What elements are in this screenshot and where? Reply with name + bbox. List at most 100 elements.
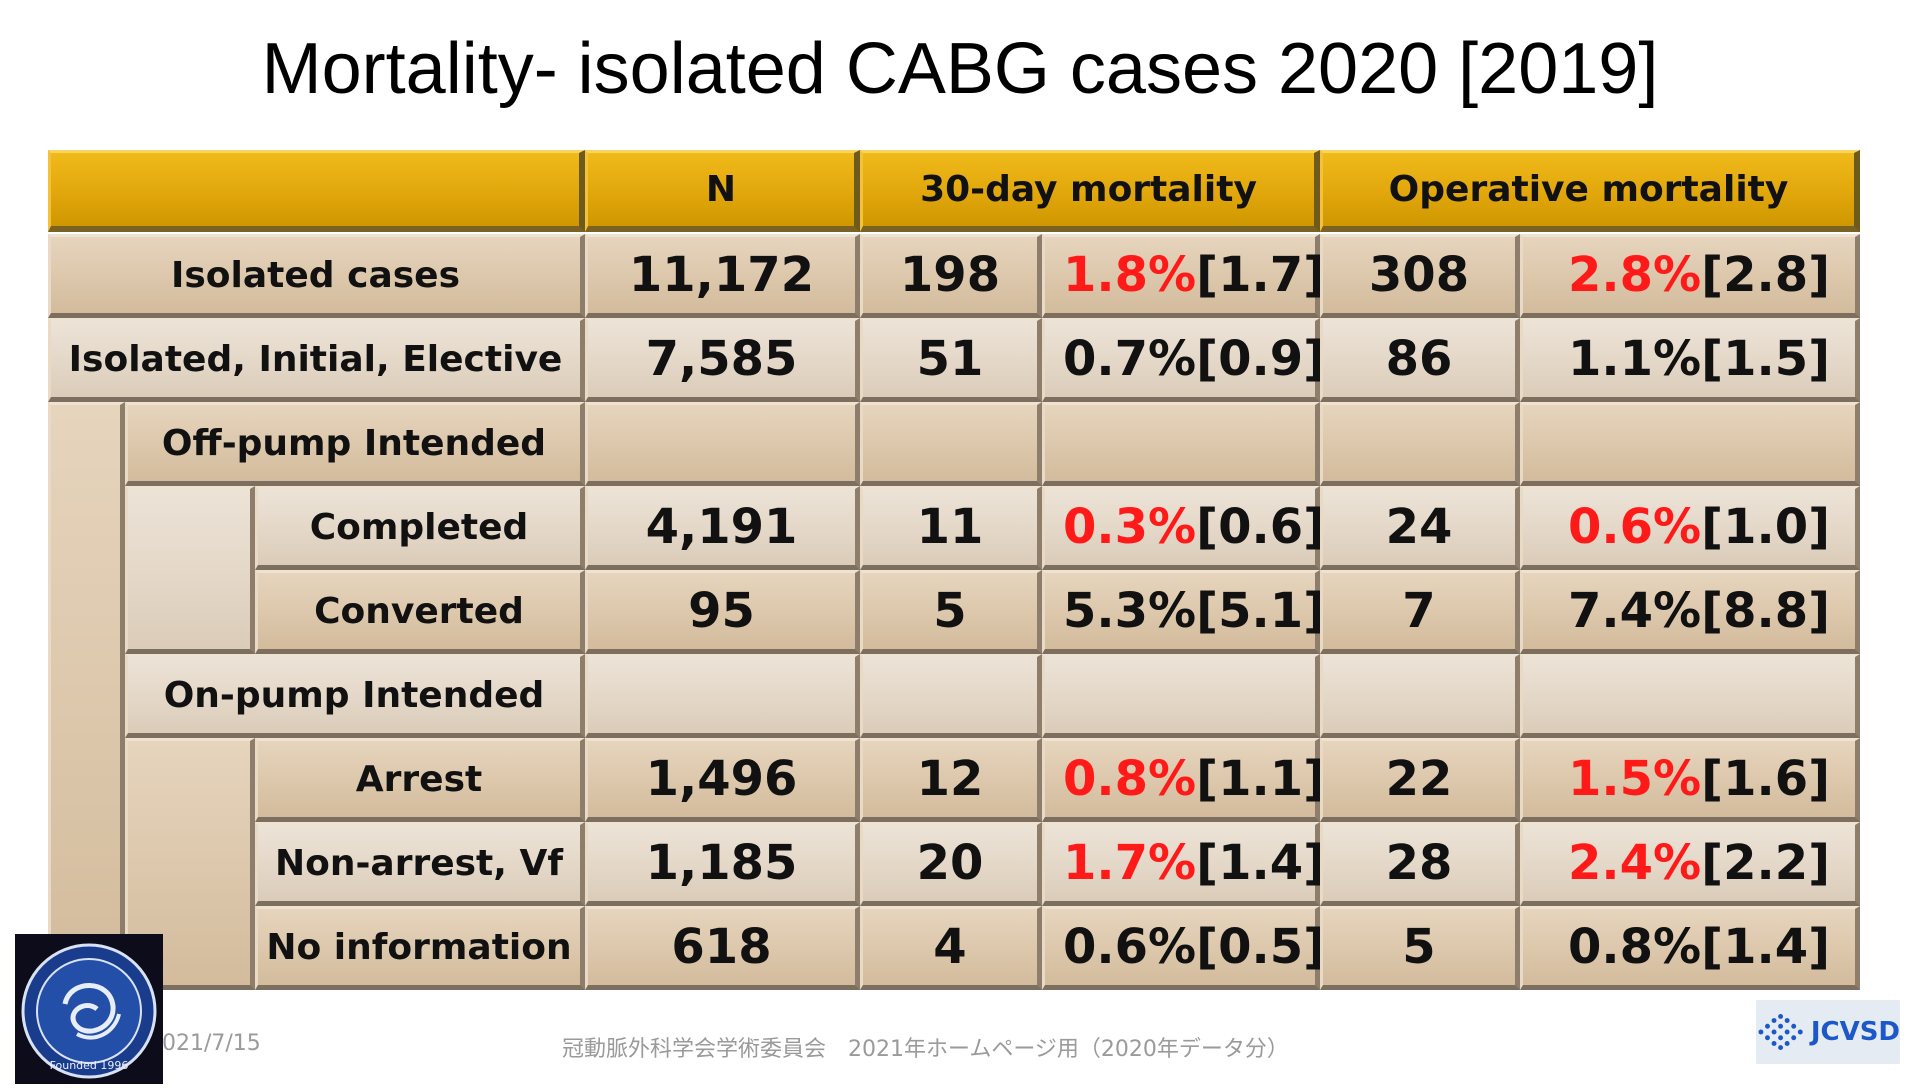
deaths-operative: [1320, 654, 1520, 738]
cell-text: [1.1]: [1196, 751, 1326, 807]
n-value: 7,585: [585, 318, 860, 402]
cell-text: [8.8]: [1701, 583, 1831, 639]
cell-text: 1,496: [645, 751, 798, 807]
cell-text: 11,172: [628, 247, 815, 303]
rate-operative: 2.8% [2.8]: [1520, 234, 1860, 318]
deaths-operative: 24: [1320, 486, 1520, 570]
cell-text: Non-arrest, Vf: [274, 842, 564, 884]
cell-text: No information: [266, 926, 572, 968]
cell-text: 2.4%: [1568, 835, 1702, 891]
cell-text: 1.7%: [1063, 835, 1197, 891]
row-label: Isolated, Initial, Elective: [48, 318, 585, 402]
deaths-30day: [860, 402, 1042, 486]
deaths-30day: 5: [860, 570, 1042, 654]
cell-text: 11: [916, 499, 984, 555]
deaths-operative: 22: [1320, 738, 1520, 822]
cell-text: [2.8]: [1701, 247, 1831, 303]
row-label: Off-pump Intended: [125, 402, 585, 486]
row-label: Converted: [255, 570, 585, 654]
rate-30day: 0.7% [0.9]: [1042, 318, 1325, 402]
cell-text: 618: [671, 919, 772, 975]
cell-text: 2.8%: [1568, 247, 1702, 303]
rate-operative: 0.6% [1.0]: [1520, 486, 1860, 570]
cell-text: Operative mortality: [1388, 169, 1789, 210]
cell-text: 5: [1402, 919, 1436, 975]
deaths-operative: 5: [1320, 906, 1520, 990]
header-n: N: [585, 150, 860, 232]
row-label: Non-arrest, Vf: [255, 822, 585, 906]
cell-text: [1.6]: [1701, 751, 1831, 807]
cell-text: 51: [916, 331, 984, 387]
cell-text: 4,191: [645, 499, 798, 555]
deaths-operative: [1320, 402, 1520, 486]
cell-text: 4: [933, 919, 967, 975]
header-blank-cell: [48, 150, 585, 232]
n-value: 1,496: [585, 738, 860, 822]
deaths-operative: 86: [1320, 318, 1520, 402]
rate-30day: [1042, 654, 1320, 738]
cell-text: 0.8%: [1063, 751, 1197, 807]
cell-text: 1.8%: [1063, 247, 1197, 303]
rate-operative: 1.5% [1.6]: [1520, 738, 1860, 822]
rate-30day: [1042, 402, 1320, 486]
cell-text: 5: [933, 583, 967, 639]
cell-text: [0.6]: [1196, 499, 1326, 555]
row-label: No information: [255, 906, 585, 990]
cell-text: 5.3%: [1063, 583, 1197, 639]
cell-text: 24: [1385, 499, 1453, 555]
cell-text: 7,585: [645, 331, 798, 387]
n-value: 95: [585, 570, 860, 654]
cell-text: 95: [688, 583, 755, 639]
deaths-operative: 308: [1320, 234, 1520, 318]
row-label: Isolated cases: [48, 234, 585, 318]
rate-operative: 2.4% [2.2]: [1520, 822, 1860, 906]
svg-text:Founded 1996: Founded 1996: [50, 1059, 129, 1072]
cell-text: 20: [916, 835, 984, 891]
rate-operative: 0.8% [1.4]: [1520, 906, 1860, 990]
cell-text: N: [705, 169, 737, 210]
cell-text: [1.0]: [1701, 499, 1831, 555]
header-operative-mortality: Operative mortality: [1320, 150, 1860, 232]
footer-caption: 冠動脈外科学会学術委員会 2021年ホームページ用（2020年データ分）: [562, 1037, 1289, 1062]
cell-text: 7.4%: [1568, 583, 1702, 639]
cell-text: 1.1%: [1568, 331, 1702, 387]
cell-text: Arrest: [355, 758, 483, 800]
jcvsd-dots-icon: [1758, 1013, 1803, 1051]
indent-spacer-level1: [48, 402, 125, 990]
n-value: 4,191: [585, 486, 860, 570]
deaths-30day: 198: [860, 234, 1042, 318]
cell-text: [2.2]: [1701, 835, 1831, 891]
row-label: On-pump Intended: [125, 654, 585, 738]
cell-text: 0.3%: [1063, 499, 1197, 555]
cell-text: 198: [899, 247, 1001, 303]
cell-text: [1.4]: [1196, 835, 1326, 891]
rate-30day: 1.8% [1.7]: [1042, 234, 1325, 318]
deaths-operative: 28: [1320, 822, 1520, 906]
cell-text: 28: [1385, 835, 1453, 891]
cell-text: 1,185: [645, 835, 798, 891]
footer-date: 2021/7/15: [148, 1031, 261, 1056]
jcvsd-logo: JCVSD: [1756, 1000, 1900, 1064]
cell-text: [1.7]: [1196, 247, 1326, 303]
cell-text: Isolated cases: [170, 254, 461, 296]
deaths-30day: 4: [860, 906, 1042, 990]
cell-text: 7: [1402, 583, 1436, 639]
cell-text: [1.4]: [1701, 919, 1831, 975]
cell-text: Completed: [309, 506, 529, 548]
rate-30day: 0.6% [0.5]: [1042, 906, 1325, 990]
rate-operative: [1520, 402, 1860, 486]
jacas-logo: Founded 1996: [15, 934, 163, 1084]
rate-30day: 1.7% [1.4]: [1042, 822, 1325, 906]
cell-text: Converted: [314, 590, 524, 632]
n-value: [585, 654, 860, 738]
jcvsd-logo-text: JCVSD: [1810, 1017, 1900, 1047]
n-value: 11,172: [585, 234, 860, 318]
cell-text: 12: [916, 751, 984, 807]
header-30day-mortality: 30-day mortality: [860, 150, 1320, 232]
deaths-operative: 7: [1320, 570, 1520, 654]
cell-text: Off-pump Intended: [161, 422, 547, 464]
deaths-30day: [860, 654, 1042, 738]
cell-text: On-pump Intended: [163, 674, 545, 716]
cell-text: 0.7%: [1063, 331, 1197, 387]
row-label: Completed: [255, 486, 585, 570]
